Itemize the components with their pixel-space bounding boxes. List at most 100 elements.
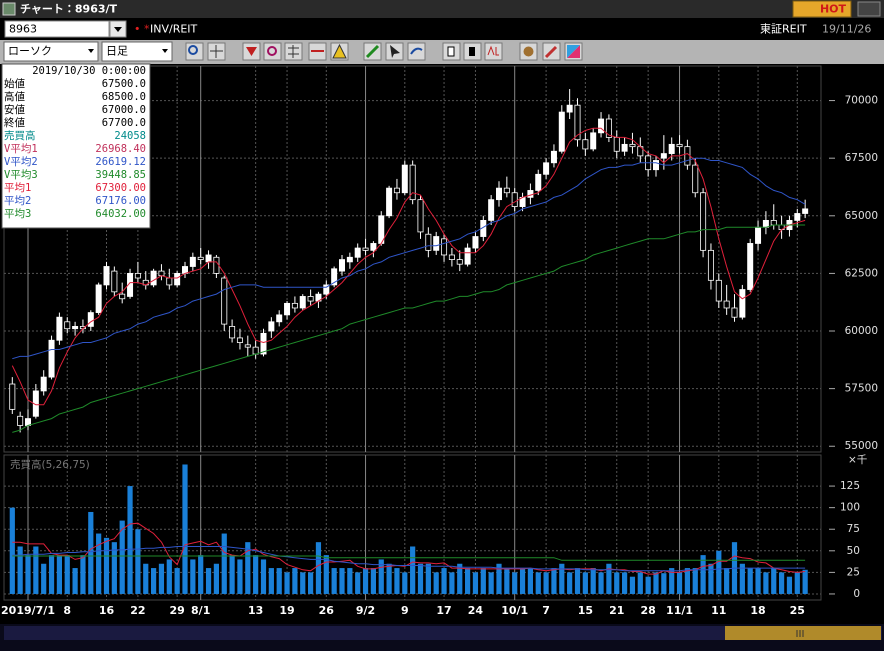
candle-body — [692, 164, 699, 194]
volume-bar — [598, 572, 604, 594]
volume-bar — [205, 568, 212, 594]
y-tick-label: 100 — [840, 502, 860, 514]
x-tick-label: 11 — [711, 604, 726, 617]
volume-bar — [504, 568, 510, 594]
info-value: 26968.40 — [95, 143, 146, 155]
window-button[interactable] — [857, 1, 881, 17]
dropdown-arrow — [88, 49, 94, 53]
dropdown-arrow — [162, 49, 168, 53]
volume-bar — [747, 568, 753, 594]
candle-body — [48, 339, 55, 378]
as-of-date: 19/11/26 — [822, 23, 871, 36]
volume-average-line — [12, 546, 806, 572]
candle-body — [205, 254, 212, 263]
volume-bar — [362, 568, 369, 594]
code-row — [0, 18, 884, 40]
x-tick-label: 16 — [99, 604, 115, 617]
volume-bar — [260, 559, 267, 594]
volume-bar — [669, 568, 675, 594]
hot-label[interactable]: HOT — [820, 3, 847, 16]
volume-bar — [779, 572, 785, 594]
volume-bar — [567, 572, 573, 594]
volume-bar — [151, 568, 157, 594]
x-tick-label: 8 — [63, 604, 71, 617]
candle-body — [307, 296, 314, 302]
info-label: 終値 — [4, 116, 25, 129]
info-value: 67500.0 — [102, 78, 146, 90]
candle-body — [527, 190, 534, 198]
candle-body — [629, 143, 636, 148]
volume-bar — [465, 568, 471, 594]
flags: • * — [134, 23, 150, 36]
volume-bar — [708, 563, 714, 594]
x-tick-label: 25 — [790, 604, 805, 617]
candle-body — [40, 376, 47, 392]
thumb-grip — [796, 630, 804, 637]
info-value: 39448.85 — [95, 169, 146, 181]
x-tick-label: 17 — [436, 604, 451, 617]
volume-bar — [135, 529, 141, 594]
volume-bar — [535, 572, 541, 594]
candle-body — [299, 296, 306, 309]
candle-body — [417, 199, 424, 233]
icon-glyph — [390, 45, 400, 58]
icon-glyph — [567, 45, 580, 58]
candle-body — [598, 118, 605, 134]
hot-button[interactable] — [792, 0, 852, 18]
volume-bar — [763, 572, 769, 594]
volume-bar — [80, 555, 86, 594]
scrollbar[interactable] — [4, 626, 882, 640]
candle-body — [260, 332, 267, 355]
volume-bar — [739, 563, 745, 594]
x-tick-label: 22 — [130, 604, 145, 617]
candle-body — [229, 326, 236, 339]
volume-bar — [355, 572, 361, 594]
candle-body — [134, 273, 141, 279]
icon-glyph — [410, 47, 423, 55]
volume-bar — [441, 568, 447, 594]
undo-tool[interactable] — [407, 42, 426, 61]
volume-bar — [331, 568, 337, 594]
volume-bar — [488, 572, 494, 594]
candle-body — [739, 289, 746, 318]
candle-body — [119, 293, 126, 300]
volume-bar — [802, 569, 808, 594]
volume-bar — [410, 546, 416, 594]
x-tick-label: 9 — [401, 604, 409, 617]
candle-body — [103, 266, 110, 286]
x-tick-label: 7 — [542, 604, 550, 617]
volume-bar — [17, 546, 23, 594]
info-value: 24058 — [114, 130, 146, 142]
x-tick-label: 10/1 — [501, 604, 528, 617]
period-select[interactable] — [101, 41, 173, 62]
all-tool[interactable] — [484, 42, 503, 61]
app-icon — [2, 2, 16, 16]
y-tick-label: 50 — [847, 545, 860, 557]
volume-bar — [684, 568, 690, 594]
candle-body — [433, 236, 440, 251]
candle-body — [284, 302, 291, 316]
chart-kind[interactable]: ローソク — [8, 45, 52, 58]
candle-body — [64, 321, 71, 330]
volume-bar — [614, 572, 620, 594]
candle-body — [268, 321, 275, 332]
x-tick-label: 28 — [640, 604, 655, 617]
period[interactable]: 日足 — [106, 45, 128, 58]
volume-bar — [378, 559, 384, 594]
candle-body — [291, 302, 298, 309]
volume-bar — [551, 568, 557, 594]
code-input[interactable] — [4, 20, 110, 38]
volume-bar — [221, 533, 227, 594]
code-text[interactable]: 8963 — [9, 23, 37, 36]
candle-body — [456, 259, 463, 265]
volume-bar — [425, 563, 431, 594]
volume-bar — [213, 563, 219, 594]
chart-kind-select[interactable] — [3, 41, 99, 62]
volume-bar — [692, 568, 698, 594]
candle-body — [550, 150, 557, 164]
title-bar — [0, 0, 884, 18]
volume-bar — [386, 563, 392, 594]
volume-bar — [700, 555, 706, 594]
search-tool[interactable] — [263, 42, 282, 61]
x-tick-label: 29 — [169, 604, 184, 617]
